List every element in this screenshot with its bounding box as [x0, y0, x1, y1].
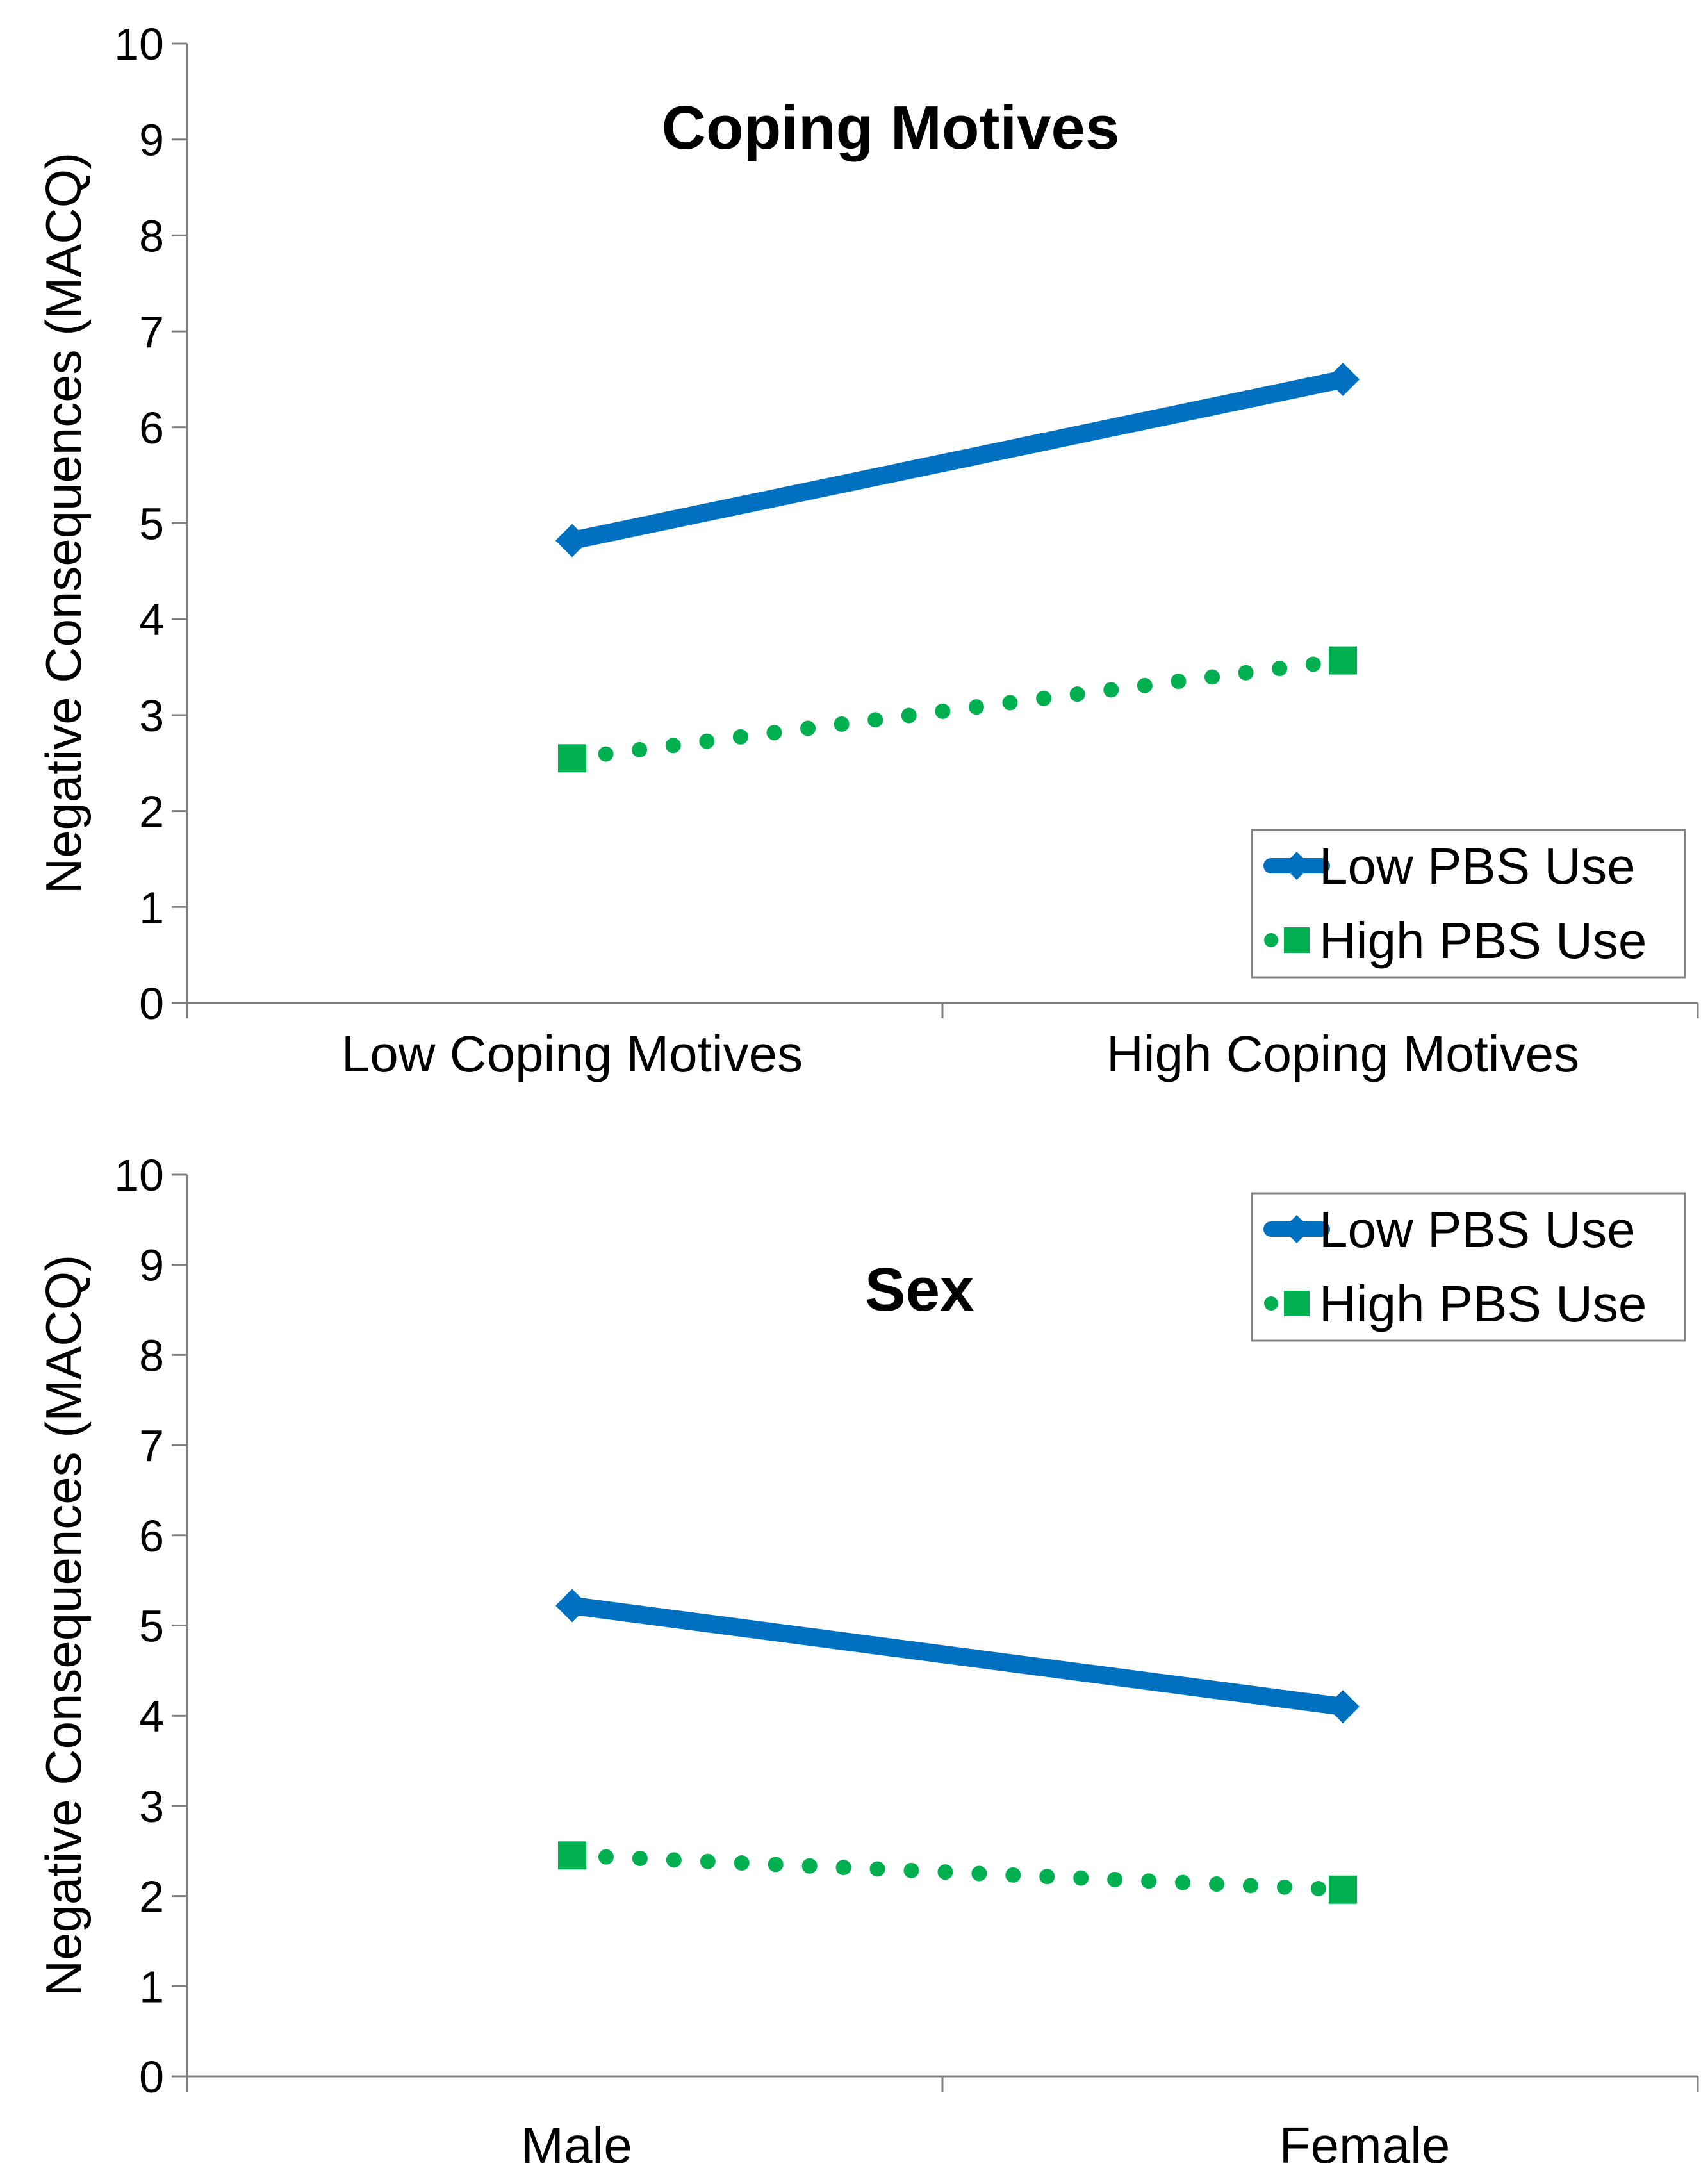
legend: Low PBS Use High PBS Use	[1251, 1192, 1686, 1342]
y-tick-label: 5	[139, 499, 164, 549]
legend-label: Low PBS Use	[1319, 838, 1636, 895]
data-point-diamond	[1326, 362, 1360, 396]
chart-panel-2: 0 1 2 3 4 5 6 7 8 9 10 Male Female Negative Consequen…	[35, 1150, 1699, 2174]
series-line-low-pbs	[563, 370, 1352, 550]
y-tick-label: 6	[139, 403, 164, 453]
x-tick-label: Male	[521, 2117, 632, 2174]
y-tick-label: 5	[139, 1601, 164, 1651]
y-axis-label: Negative Consequences (MACQ)	[35, 153, 92, 895]
chart-panel-1: 0 1 2 3 4 5 6 7 8 9 10 Low Coping Motives High Copin…	[35, 19, 1699, 1082]
legend-box	[1251, 829, 1686, 979]
legend-marker-square	[1284, 1291, 1310, 1316]
y-tick-label: 2	[139, 1872, 164, 1922]
data-point-square	[1329, 646, 1357, 675]
y-tick-label: 3	[139, 691, 164, 741]
legend-marker-diamond	[1283, 1215, 1311, 1243]
x-tick-label: Female	[1279, 2117, 1450, 2174]
y-tick-label: 9	[139, 1241, 164, 1291]
y-tick-label: 10	[114, 19, 164, 69]
legend-label: High PBS Use	[1319, 912, 1647, 969]
series-line-high-pbs	[564, 652, 1351, 766]
y-tick-label: 1	[139, 882, 164, 932]
data-point-diamond	[555, 524, 589, 558]
chart-title: Sex	[865, 1255, 974, 1324]
legend: Low PBS Use High PBS Use	[1251, 829, 1686, 979]
x-tick-label: Low Coping Motives	[341, 1025, 803, 1082]
y-tick-label: 8	[139, 211, 164, 261]
data-point-square	[558, 744, 586, 773]
series-line-high-pbs	[564, 1848, 1351, 1898]
y-tick-label: 7	[139, 307, 164, 357]
y-tick-label: 0	[139, 2052, 164, 2102]
y-axis-label: Negative Consequences (MACQ)	[35, 1255, 92, 1997]
data-point-square	[558, 1841, 586, 1870]
legend-marker-diamond	[1283, 852, 1311, 880]
y-tick-label: 6	[139, 1511, 164, 1561]
y-tick-label: 10	[114, 1150, 164, 1200]
legend-label: Low PBS Use	[1319, 1201, 1636, 1258]
series-line-low-pbs	[563, 1596, 1352, 1716]
legend-label: High PBS Use	[1319, 1275, 1647, 1332]
chart-title: Coping Motives	[662, 94, 1120, 162]
y-tick-label: 9	[139, 115, 164, 165]
y-tick-label: 0	[139, 979, 164, 1029]
y-tick-label: 4	[139, 1691, 164, 1741]
y-tick-label: 8	[139, 1330, 164, 1380]
legend-marker-square	[1284, 927, 1310, 953]
data-point-diamond	[555, 1589, 589, 1623]
data-point-square	[1329, 1875, 1357, 1904]
y-tick-label: 3	[139, 1782, 164, 1832]
y-tick-label: 7	[139, 1421, 164, 1471]
data-point-diamond	[1326, 1690, 1360, 1724]
y-tick-label: 4	[139, 595, 164, 645]
y-tick-label: 1	[139, 1962, 164, 2012]
y-tick-label: 2	[139, 787, 164, 837]
legend-box	[1251, 1192, 1686, 1342]
x-tick-label: High Coping Motives	[1106, 1025, 1579, 1082]
